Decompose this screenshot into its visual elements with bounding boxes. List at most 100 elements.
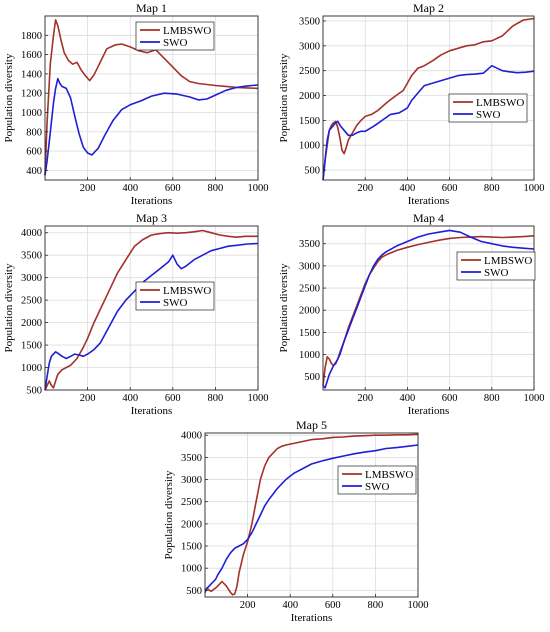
y-tick-label: 2000 <box>299 306 320 317</box>
x-tick-label: 200 <box>80 393 96 404</box>
series-line-lmbswo <box>44 19 259 176</box>
y-tick-label: 500 <box>26 386 42 397</box>
x-tick-label: 1000 <box>408 600 429 611</box>
series-line-swo <box>322 229 535 389</box>
x-tick-label: 800 <box>484 183 500 194</box>
x-axis-label: Iterations <box>131 195 173 207</box>
y-tick-label: 2500 <box>181 497 202 508</box>
y-tick-label: 1000 <box>299 350 320 361</box>
chart-title: Map 4 <box>413 211 444 225</box>
chart-map-1: 200 400 600 800 1000 400 600 800 1000 1200 1400 160… <box>3 1 269 207</box>
chart-map-5: 200 400 600 800 1000 500 1000 1500 2000 2500 3000 3… <box>163 418 429 624</box>
y-tick-label: 1000 <box>21 363 42 374</box>
legend-entry-label: LMBSWO <box>163 285 211 297</box>
legend-entry-label: LMBSWO <box>365 469 413 481</box>
x-tick-label: 1000 <box>248 183 269 194</box>
series-line-swo <box>44 77 259 176</box>
y-axis-label: Population diversity <box>3 263 15 352</box>
plot-frame <box>44 225 259 391</box>
series-line-swo <box>44 242 259 391</box>
y-axis-label: Population diversity <box>3 53 15 142</box>
series-line-swo <box>204 444 419 591</box>
legend-box <box>448 93 528 123</box>
x-tick-label: 1000 <box>524 183 545 194</box>
x-tick-label: 800 <box>208 183 224 194</box>
legend-box <box>135 281 215 311</box>
plot-frame <box>44 15 259 181</box>
x-tick-label: 1000 <box>524 393 545 404</box>
y-tick-label: 1500 <box>21 341 42 352</box>
x-tick-label: 400 <box>122 393 138 404</box>
plot-area <box>323 226 534 390</box>
legend-box <box>456 251 536 281</box>
legend-entry-label: SWO <box>365 481 390 493</box>
legend-entry-label: SWO <box>476 109 501 121</box>
chart-map-3: 200 400 600 800 1000 500 1000 1500 2000 2500 3000 3… <box>3 211 269 417</box>
y-tick-label: 1000 <box>299 141 320 152</box>
y-tick-label: 3000 <box>21 273 42 284</box>
x-tick-label: 200 <box>80 183 96 194</box>
x-tick-label: 600 <box>442 393 458 404</box>
y-tick-label: 500 <box>304 372 320 383</box>
x-tick-label: 600 <box>325 600 341 611</box>
x-tick-label: 400 <box>400 183 416 194</box>
y-tick-label: 1800 <box>21 31 42 42</box>
legend-entry-label: LMBSWO <box>484 255 532 267</box>
x-tick-label: 200 <box>240 600 256 611</box>
legend-entry-label: LMBSWO <box>476 97 524 109</box>
y-tick-label: 2500 <box>21 296 42 307</box>
y-tick-label: 2000 <box>299 91 320 102</box>
y-tick-label: 3500 <box>181 453 202 464</box>
legend-box <box>337 465 417 495</box>
y-tick-label: 500 <box>186 586 202 597</box>
x-tick-label: 600 <box>442 183 458 194</box>
y-tick-label: 1500 <box>181 542 202 553</box>
chart-title: Map 2 <box>413 1 444 15</box>
y-tick-label: 800 <box>26 127 42 138</box>
y-tick-label: 3500 <box>299 16 320 27</box>
y-tick-label: 1200 <box>21 89 42 100</box>
x-tick-label: 800 <box>368 600 384 611</box>
y-tick-label: 3500 <box>21 251 42 262</box>
y-axis-label: Population diversity <box>163 470 175 559</box>
chart-map-2: 200 400 600 800 1000 500 1000 1500 2000 2500 3000 3… <box>278 1 545 207</box>
y-tick-label: 600 <box>26 147 42 158</box>
x-tick-label: 400 <box>282 600 298 611</box>
y-tick-label: 2000 <box>181 519 202 530</box>
legend-box <box>135 21 215 51</box>
y-tick-label: 4000 <box>181 431 202 442</box>
x-tick-label: 400 <box>400 393 416 404</box>
plot-frame <box>322 225 535 391</box>
y-tick-label: 3500 <box>299 239 320 250</box>
y-tick-label: 1500 <box>299 328 320 339</box>
y-tick-label: 4000 <box>21 228 42 239</box>
legend-entry-label: SWO <box>163 297 188 309</box>
chart-title: Map 1 <box>136 1 167 15</box>
chart-title: Map 5 <box>296 418 327 432</box>
legend-entry-label: SWO <box>163 37 188 49</box>
chart-title: Map 3 <box>136 211 167 225</box>
x-axis-label: Iterations <box>408 405 450 417</box>
x-axis-label: Iterations <box>131 405 173 417</box>
legend-entry-label: SWO <box>484 267 509 279</box>
y-tick-label: 1000 <box>181 564 202 575</box>
x-tick-label: 600 <box>165 393 181 404</box>
y-axis-label: Population diversity <box>278 53 290 142</box>
y-axis-label: Population diversity <box>278 263 290 352</box>
y-tick-label: 1000 <box>21 108 42 119</box>
y-tick-label: 1500 <box>299 116 320 127</box>
y-tick-label: 1400 <box>21 69 42 80</box>
series-line-lmbswo <box>204 433 419 596</box>
x-axis-label: Iterations <box>408 195 450 207</box>
chart-map-4: 200 400 600 800 1000 500 1000 1500 2000 2500 3000 3… <box>278 211 545 417</box>
y-tick-label: 500 <box>304 166 320 177</box>
x-tick-label: 1000 <box>248 393 269 404</box>
x-tick-label: 800 <box>484 393 500 404</box>
x-tick-label: 800 <box>208 393 224 404</box>
x-tick-label: 400 <box>122 183 138 194</box>
